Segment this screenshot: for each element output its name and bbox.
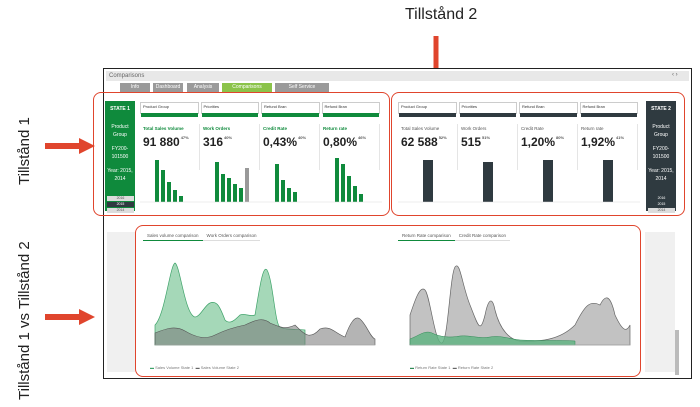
state1-kpis: Total Sales Volume 91 88047% Work Orders… — [140, 124, 380, 170]
left-legend: ▬ Sales Volume State 1 ▬ Sales Volume St… — [150, 365, 239, 370]
tab-comparisons[interactable]: Comparisons — [222, 83, 272, 92]
state1-info: FY200-101500 — [111, 146, 129, 160]
year-item[interactable]: 2016 — [648, 196, 675, 201]
state1-filters: Product Group Priorities Refund Bran Ref… — [140, 102, 382, 117]
state1-header: STATE 1 — [110, 106, 130, 112]
filter-priorities[interactable]: Priorities — [200, 102, 259, 117]
kpi-card: Total Sales Volume 91 88047% — [140, 124, 200, 170]
right-legend: ▬ Return Rate State 1 ▬ Return Rate Stat… — [410, 365, 494, 370]
state1-highlight — [93, 92, 390, 216]
scrollbar[interactable] — [675, 330, 679, 375]
arrow-right-icon — [45, 309, 95, 325]
tab-info[interactable]: Info — [120, 83, 150, 92]
state1-panel: STATE 1 Product Group FY200-101500 Year:… — [105, 101, 135, 211]
state1-info: Product Group — [111, 124, 129, 138]
compare-label: Tillstånd 1 vs Tillstånd 2 — [16, 241, 33, 400]
kpi-card: Credit Rate 1,20%80% — [518, 124, 578, 170]
tab-dashboard[interactable]: Dashboard — [153, 83, 183, 92]
state2-kpis: Total Sales Volume 62 58852% Work Orders… — [398, 124, 638, 170]
state2-info: Year: 2015, 2014 — [648, 168, 674, 182]
right-tabs: Return Rate comparison Credit Rate compa… — [398, 231, 511, 241]
state2-mini-charts — [398, 160, 640, 203]
state2-info: Product Group — [652, 124, 670, 138]
tab-work-orders[interactable]: Work Orders comparison — [202, 231, 261, 241]
filter-refund-bran-2[interactable]: Refund Bran — [321, 102, 380, 117]
state1-label: Tillstånd 1 — [16, 117, 33, 185]
state2-panel: STATE 2 Product Group FY200-101500 Year:… — [646, 101, 676, 211]
year-item[interactable]: 2014 — [648, 208, 675, 213]
year-item[interactable]: 2015 — [107, 202, 134, 207]
state2-header: STATE 2 — [651, 106, 671, 112]
kpi-card: Return rate 0,80%46% — [320, 124, 380, 170]
filter-product-group[interactable]: Product Group — [398, 102, 457, 117]
left-tabs: Sales volume comparison Work Orders comp… — [143, 231, 261, 241]
sales-volume-area-chart — [154, 262, 376, 346]
kpi-card: Return rate 1,92%41% — [578, 124, 638, 170]
kpi-card: Work Orders 51551% — [458, 124, 518, 170]
arrow-right-icon — [45, 138, 95, 154]
state2-highlight — [391, 92, 685, 216]
tab-analysis[interactable]: Analysis — [187, 83, 219, 92]
filter-priorities[interactable]: Priorities — [458, 102, 517, 117]
compare-highlight — [135, 225, 641, 377]
filter-product-group[interactable]: Product Group — [140, 102, 199, 117]
app-title: Comparisons — [106, 71, 689, 81]
left-month-list[interactable] — [107, 232, 135, 372]
kpi-card: Total Sales Volume 62 58852% — [398, 124, 458, 170]
right-month-list[interactable] — [645, 232, 675, 372]
state1-info: Year: 2015, 2014 — [107, 168, 133, 182]
tab-self-service[interactable]: Self Service — [275, 83, 329, 92]
tab-credit-rate[interactable]: Credit Rate comparison — [454, 231, 511, 241]
filter-refund-bran-2[interactable]: Refund Bran — [579, 102, 638, 117]
state2-label: Tillstånd 2 — [405, 6, 478, 23]
return-rate-area-chart — [409, 265, 631, 346]
state1-mini-charts — [140, 158, 382, 203]
filter-refund-bran[interactable]: Refund Bran — [261, 102, 320, 117]
window-nav-icon[interactable]: ‹ › — [672, 72, 678, 78]
state2-filters: Product Group Priorities Refund Bran Ref… — [398, 102, 640, 117]
filter-refund-bran[interactable]: Refund Bran — [519, 102, 578, 117]
kpi-card: Credit Rate 0,43%40% — [260, 124, 320, 170]
tab-sales-volume[interactable]: Sales volume comparison — [143, 231, 203, 241]
tab-return-rate[interactable]: Return Rate comparison — [398, 231, 455, 241]
kpi-card: Work Orders 31640% — [200, 124, 260, 170]
year-item[interactable]: 2016 — [107, 196, 134, 201]
year-item[interactable]: 2014 — [107, 208, 134, 213]
year-item[interactable]: 2015 — [648, 202, 675, 207]
state2-info: FY200-101500 — [652, 146, 670, 160]
